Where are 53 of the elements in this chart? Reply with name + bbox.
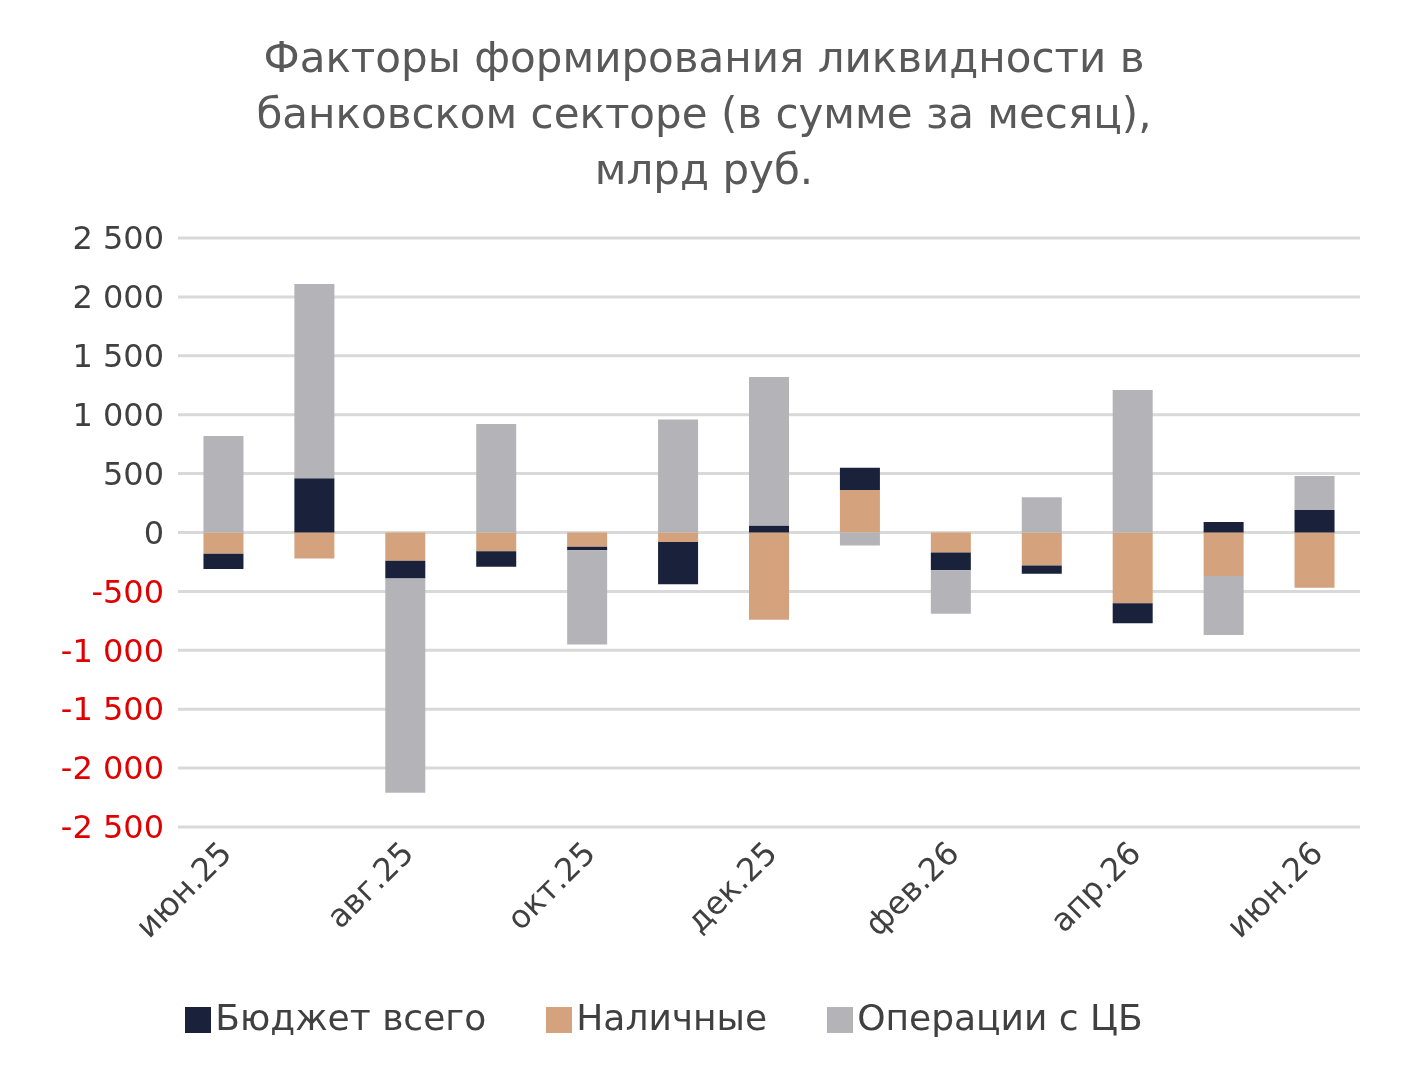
bar xyxy=(1112,389,1153,533)
bar xyxy=(203,435,244,533)
bar xyxy=(294,532,335,559)
bar xyxy=(294,478,335,533)
bar xyxy=(476,551,517,567)
y-tick-label: -500 xyxy=(91,572,164,611)
bar xyxy=(1203,532,1244,577)
legend-label: Бюджет всего xyxy=(215,997,487,1038)
bar xyxy=(749,525,789,533)
bar xyxy=(567,550,608,645)
bar xyxy=(1203,576,1244,635)
bar xyxy=(1021,565,1062,574)
bar xyxy=(930,552,971,571)
y-tick-label: -1 000 xyxy=(60,631,164,670)
chart-title: Факторы формирования ликвидности в банковском секторе (в сумме за месяц), млрд руб. xyxy=(255,32,1153,196)
y-tick-label: 1 500 xyxy=(72,337,164,375)
bar xyxy=(749,532,789,620)
bar xyxy=(1294,475,1335,511)
bar xyxy=(385,578,426,793)
y-tick-label: 2 500 xyxy=(72,219,164,258)
bar xyxy=(203,532,244,554)
bar xyxy=(1294,510,1335,533)
bar xyxy=(749,377,789,526)
bar xyxy=(839,490,880,533)
bar xyxy=(839,532,880,546)
bar xyxy=(1203,521,1244,533)
y-tick-label: -1 500 xyxy=(60,690,164,729)
bar xyxy=(930,570,971,614)
bar xyxy=(1112,532,1153,604)
bar xyxy=(1112,603,1153,624)
bar xyxy=(1294,532,1335,588)
bar xyxy=(476,532,517,552)
bar xyxy=(294,283,335,479)
legend-label: Наличные xyxy=(576,997,768,1038)
y-tick-label: 0 xyxy=(143,513,164,552)
bar xyxy=(203,553,244,570)
y-tick-label: 1 000 xyxy=(72,395,164,434)
bar xyxy=(658,419,699,533)
bar xyxy=(1021,532,1062,566)
y-tick-label: 2 000 xyxy=(72,278,164,317)
bar xyxy=(476,424,517,533)
bar xyxy=(658,541,699,585)
bar xyxy=(567,532,608,547)
bar xyxy=(930,532,971,553)
bar xyxy=(385,532,426,561)
bar xyxy=(1021,497,1062,533)
legend-label: Операции с ЦБ xyxy=(857,997,1143,1038)
bar xyxy=(658,532,699,542)
y-tick-label: 500 xyxy=(102,454,164,493)
y-tick-label: -2 500 xyxy=(60,808,164,847)
bar xyxy=(839,467,880,491)
bar xyxy=(385,560,426,579)
y-tick-label: -2 000 xyxy=(60,749,164,788)
